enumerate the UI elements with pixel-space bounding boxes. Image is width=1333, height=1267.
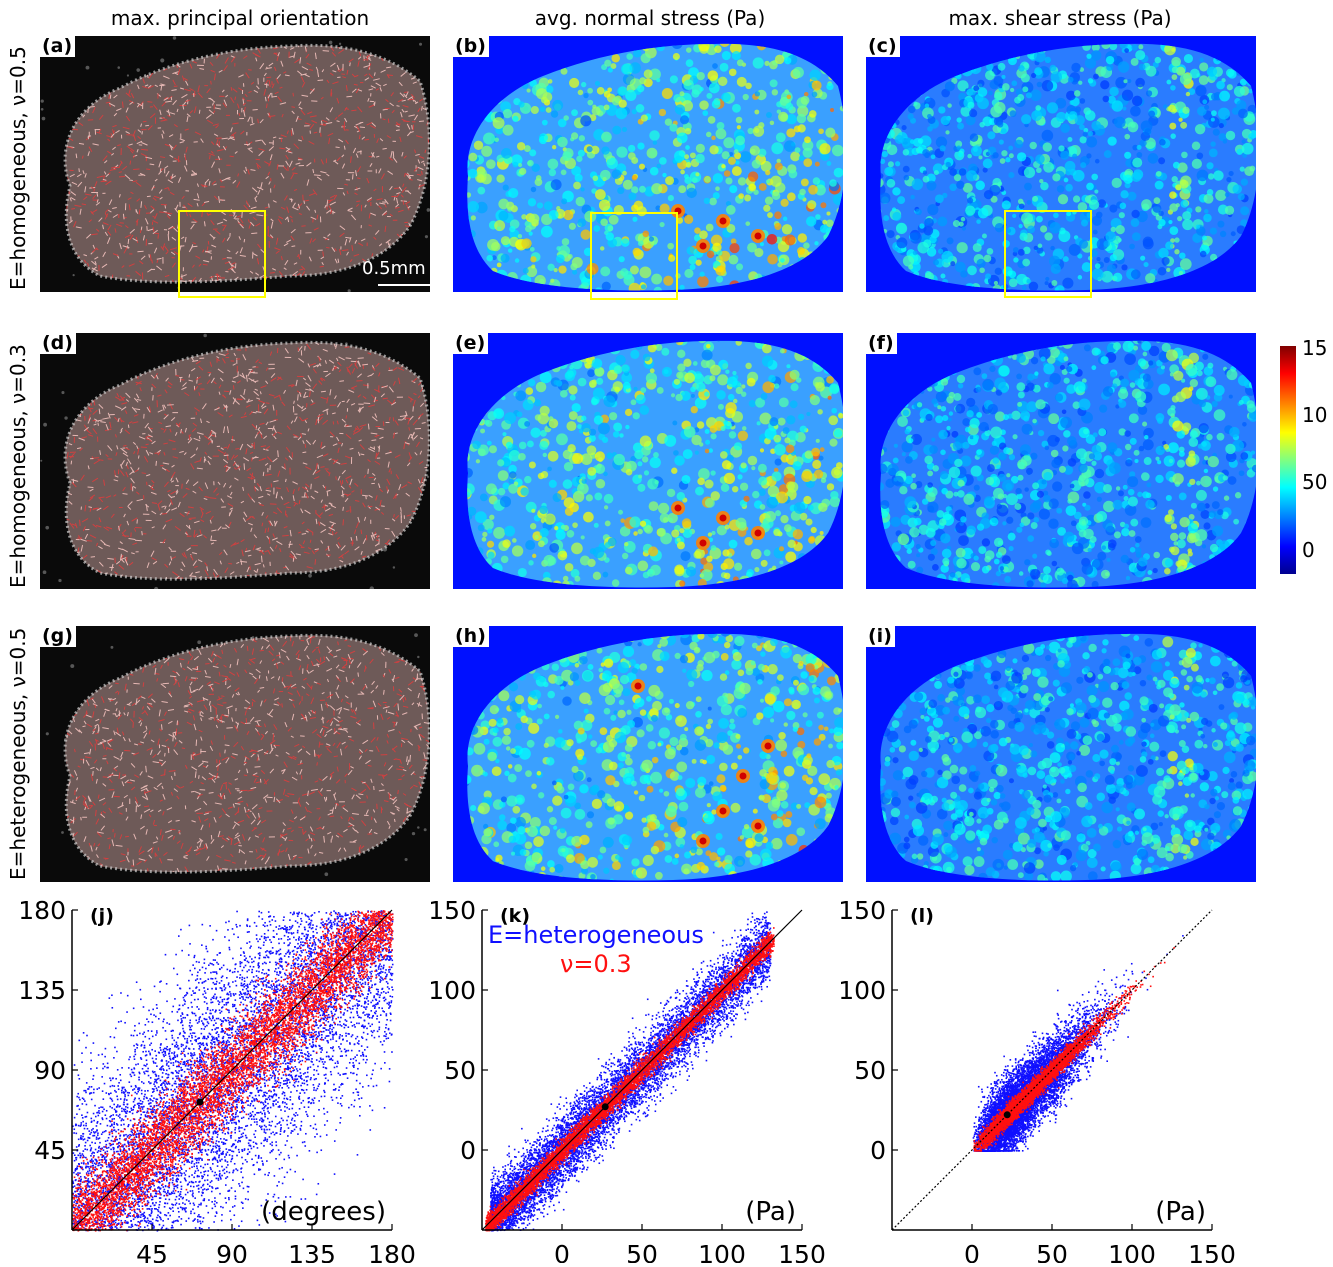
panel-label-f: (f) xyxy=(866,333,897,354)
y-tick-label: 150 xyxy=(428,898,476,925)
panel-label-e: (e) xyxy=(453,333,488,354)
y-tick-label: 0 xyxy=(870,1136,886,1165)
unit-label: (Pa) xyxy=(1155,1197,1206,1227)
x-tick-label: 100 xyxy=(698,1240,746,1263)
column-title-normal-stress: avg. normal stress (Pa) xyxy=(500,6,800,30)
unit-label: (degrees) xyxy=(261,1197,386,1227)
highlight-box xyxy=(1004,210,1092,298)
panel-g-image xyxy=(40,626,430,882)
x-tick-label: 45 xyxy=(136,1240,168,1263)
column-title-shear-stress: max. shear stress (Pa) xyxy=(910,6,1210,30)
colorbar-tick: 0 xyxy=(1302,538,1315,562)
scatter-svg-j: 45 90 135 180 45 90 135 180 (j) (degrees) xyxy=(0,898,440,1263)
panel-label: (l) xyxy=(910,905,934,927)
x-tick-label: 90 xyxy=(216,1240,248,1263)
panel-h: (h) xyxy=(453,626,843,882)
mean-point xyxy=(1004,1111,1011,1118)
panel-d-image xyxy=(40,333,430,589)
reference-line xyxy=(482,910,802,1230)
x-tick-label: 180 xyxy=(368,1240,416,1263)
y-tick-label: 0 xyxy=(460,1136,476,1165)
scale-bar-label: 0.5mm xyxy=(362,258,426,279)
mean-point xyxy=(197,1099,204,1106)
y-tick-label: 135 xyxy=(18,976,66,1005)
scatter-svg-l: 0 50 100 150 0 50 100 150 (l) (Pa) xyxy=(830,898,1250,1263)
unit-label: (Pa) xyxy=(745,1197,796,1227)
colorbar-tick: 15 xyxy=(1302,336,1327,360)
x-tick-label: 50 xyxy=(626,1240,658,1263)
y-tick-label: 50 xyxy=(854,1056,886,1085)
mean-point xyxy=(602,1103,609,1110)
x-tick-label: 100 xyxy=(1108,1240,1156,1263)
x-tick-label: 0 xyxy=(964,1240,980,1263)
x-tick-label: 150 xyxy=(1188,1240,1236,1263)
panel-label-d: (d) xyxy=(40,333,76,354)
panel-f-image xyxy=(866,333,1256,589)
y-tick-label: 150 xyxy=(838,898,886,925)
y-tick-label: 45 xyxy=(34,1136,66,1165)
colorbar xyxy=(1280,346,1296,574)
panel-e-image xyxy=(453,333,843,589)
y-tick-label: 50 xyxy=(444,1056,476,1085)
row-label-3: E=heterogeneous, ν=0.5 xyxy=(6,628,30,880)
colorbar-tick: 50 xyxy=(1302,470,1327,494)
y-tick-label: 180 xyxy=(18,898,66,925)
panel-d: (d) xyxy=(40,333,430,589)
panel-label-h: (h) xyxy=(453,626,489,647)
x-tick-label: 150 xyxy=(778,1240,826,1263)
panel-f: (f) xyxy=(866,333,1256,589)
panel-label-g: (g) xyxy=(40,626,76,647)
legend-red: ν=0.3 xyxy=(560,950,632,978)
scatter-points xyxy=(72,910,394,1231)
y-tick-label: 100 xyxy=(428,976,476,1005)
panel-e: (e) xyxy=(453,333,843,589)
panel-g: (g) xyxy=(40,626,430,882)
panel-h-image xyxy=(453,626,843,882)
x-tick-label: 50 xyxy=(1036,1240,1068,1263)
y-tick-label: 90 xyxy=(34,1056,66,1085)
reference-line xyxy=(72,910,392,1230)
panel-label-i: (i) xyxy=(866,626,895,647)
panel-i-image xyxy=(866,626,1256,882)
scale-bar xyxy=(378,284,430,286)
y-tick-label: 100 xyxy=(838,976,886,1005)
x-tick-label: 135 xyxy=(288,1240,336,1263)
panel-label-b: (b) xyxy=(453,36,489,57)
scatter-plot-j: 45 90 135 180 45 90 135 180 (j) (degrees) xyxy=(0,898,440,1263)
panel-label-c: (c) xyxy=(866,36,900,57)
highlight-box xyxy=(178,210,266,298)
highlight-box xyxy=(590,212,678,300)
x-tick-label: 0 xyxy=(554,1240,570,1263)
colorbar-tick: 10 xyxy=(1302,403,1327,427)
panel-label: (j) xyxy=(90,905,114,927)
row-label-1: E=homogeneous, ν=0.5 xyxy=(6,46,30,290)
column-title-orientation: max. principal orientation xyxy=(90,6,390,30)
legend-blue: E=heterogeneous xyxy=(488,921,704,949)
scatter-plot-l: 0 50 100 150 0 50 100 150 (l) (Pa) xyxy=(830,898,1250,1263)
scatter-points xyxy=(973,935,1184,1152)
panel-i: (i) xyxy=(866,626,1256,882)
panel-label-a: (a) xyxy=(40,36,75,57)
row-label-2: E=homogeneous, ν=0.3 xyxy=(6,344,30,588)
